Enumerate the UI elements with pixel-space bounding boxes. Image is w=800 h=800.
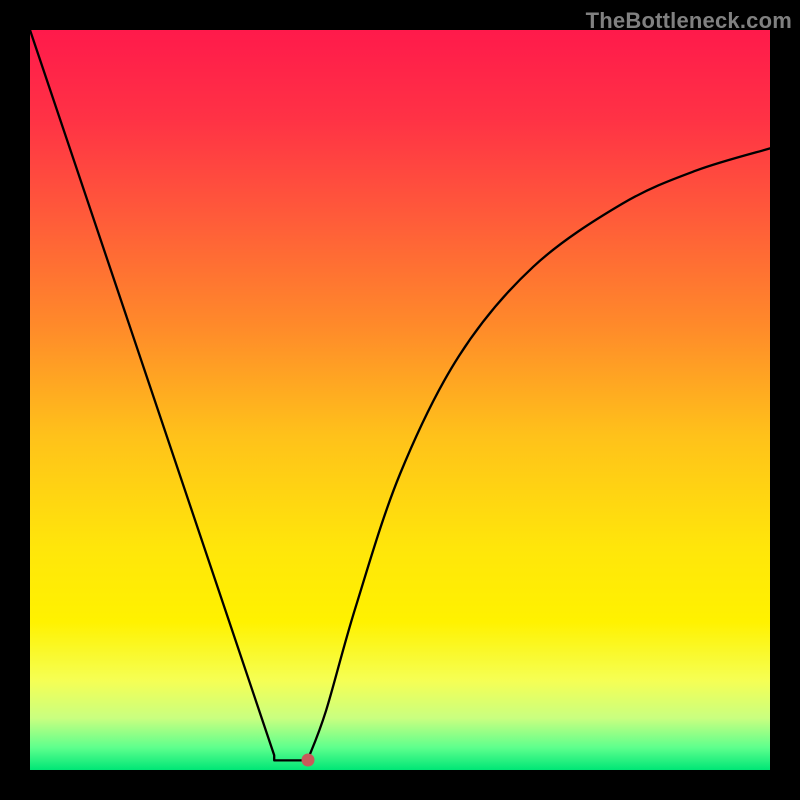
optimal-point-marker <box>301 754 314 767</box>
plot-svg <box>30 30 770 770</box>
chart-stage: TheBottleneck.com <box>0 0 800 800</box>
plot-area <box>30 30 770 770</box>
watermark-text: TheBottleneck.com <box>586 8 792 34</box>
gradient-background <box>30 30 770 770</box>
